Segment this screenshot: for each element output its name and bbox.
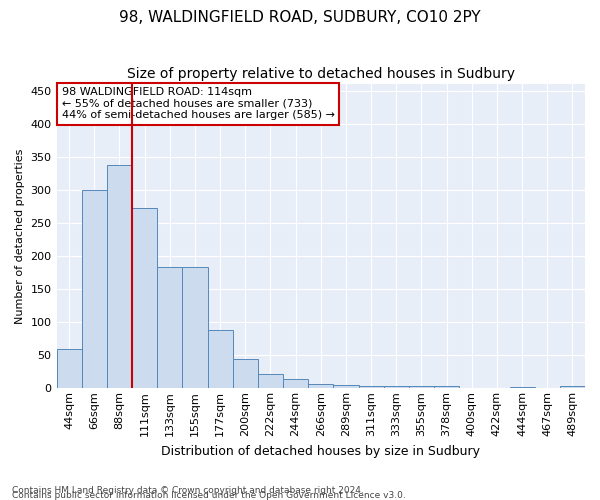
Bar: [107, 164, 132, 388]
Title: Size of property relative to detached houses in Sudbury: Size of property relative to detached ho…: [127, 68, 515, 82]
Bar: [233, 358, 258, 388]
Bar: [56, 348, 82, 389]
Bar: [308, 384, 334, 388]
Bar: [509, 387, 535, 388]
Text: Contains HM Land Registry data © Crown copyright and database right 2024.: Contains HM Land Registry data © Crown c…: [12, 486, 364, 495]
Bar: [434, 386, 459, 388]
Bar: [560, 386, 585, 388]
Bar: [383, 386, 409, 388]
Bar: [283, 379, 308, 388]
Y-axis label: Number of detached properties: Number of detached properties: [15, 148, 25, 324]
Bar: [182, 266, 208, 388]
Text: 98 WALDINGFIELD ROAD: 114sqm
← 55% of detached houses are smaller (733)
44% of s: 98 WALDINGFIELD ROAD: 114sqm ← 55% of de…: [62, 87, 335, 120]
Bar: [409, 386, 434, 388]
Bar: [82, 190, 107, 388]
Bar: [359, 386, 383, 388]
Bar: [208, 330, 233, 388]
Text: 98, WALDINGFIELD ROAD, SUDBURY, CO10 2PY: 98, WALDINGFIELD ROAD, SUDBURY, CO10 2PY: [119, 10, 481, 25]
Bar: [132, 208, 157, 388]
Bar: [157, 266, 182, 388]
Text: Contains public sector information licensed under the Open Government Licence v3: Contains public sector information licen…: [12, 490, 406, 500]
Bar: [334, 385, 359, 388]
Bar: [258, 374, 283, 388]
X-axis label: Distribution of detached houses by size in Sudbury: Distribution of detached houses by size …: [161, 444, 480, 458]
